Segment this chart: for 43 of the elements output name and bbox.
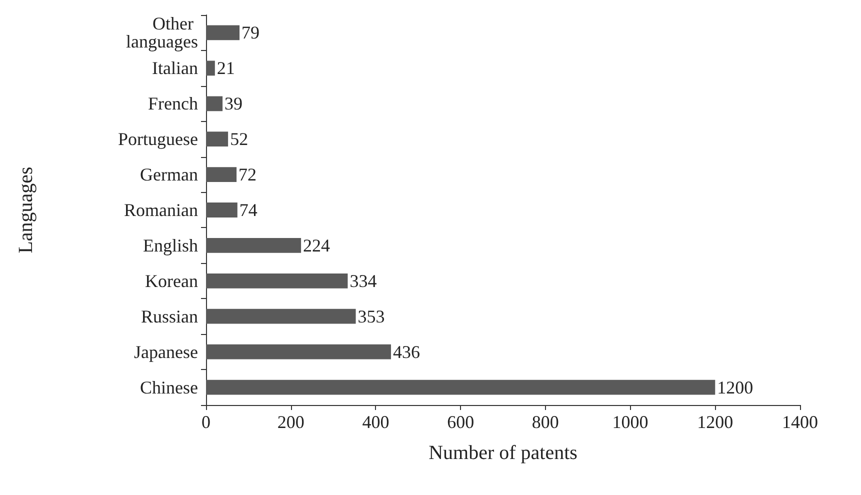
x-axis-title: Number of patents: [428, 442, 578, 464]
bar: [206, 380, 716, 395]
bar: [206, 132, 228, 147]
data-label: 436: [392, 342, 420, 362]
y-tick-label: Korean: [145, 270, 198, 291]
data-label: 224: [303, 235, 330, 256]
data-label: 52: [230, 129, 248, 150]
x-tick-label: 600: [447, 412, 474, 432]
x-tick-label: 1000: [612, 412, 648, 432]
y-tick-label: Japanese: [134, 342, 198, 362]
bar: [206, 202, 238, 218]
y-tick-label: Chinese: [140, 377, 198, 398]
y-tick-label: Other languages: [126, 14, 198, 52]
bar: [206, 344, 391, 360]
x-tick-label: 1200: [697, 412, 734, 432]
y-tick-label: Romanian: [124, 200, 198, 220]
bar: [206, 308, 356, 324]
x-tick-label: 200: [277, 412, 304, 432]
x-tick-label: 0: [202, 412, 210, 432]
y-tick-label: English: [142, 235, 198, 256]
data-label: 74: [239, 200, 258, 220]
bar: [206, 96, 223, 112]
y-tick-label: French: [148, 94, 198, 114]
y-tick-label: German: [140, 164, 198, 185]
bar: [206, 238, 302, 253]
data-label: 72: [238, 164, 257, 185]
data-label: 79: [242, 22, 260, 43]
y-tick-label: Italian: [152, 58, 198, 78]
data-label: 353: [358, 306, 385, 326]
data-label: 1200: [717, 377, 754, 398]
bar: [206, 60, 215, 76]
y-tick-label: Russian: [140, 306, 198, 326]
x-tick-label: 400: [362, 412, 390, 432]
bar: [206, 167, 237, 182]
y-tick-label: Portuguese: [118, 129, 198, 150]
y-axis-title: Languages: [15, 166, 37, 254]
x-tick-label: 800: [532, 412, 559, 432]
bar: [206, 25, 240, 40]
x-tick-label: 1400: [782, 412, 818, 432]
bar: [206, 273, 348, 288]
data-label: 39: [224, 94, 243, 114]
data-label: 21: [216, 58, 235, 78]
data-label: 334: [350, 270, 377, 291]
